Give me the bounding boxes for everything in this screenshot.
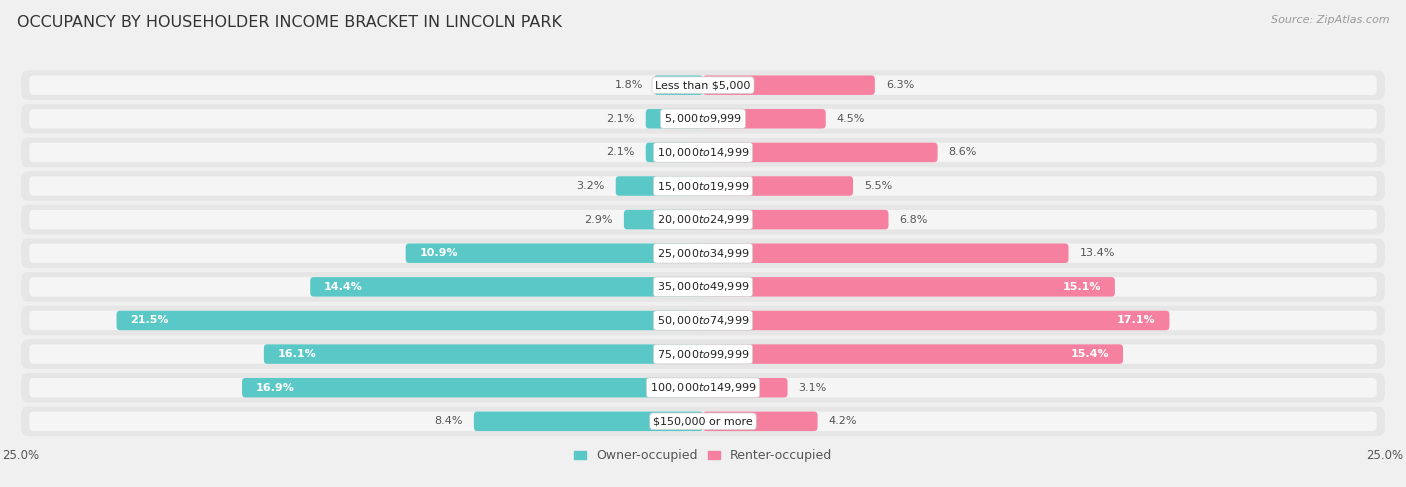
Legend: Owner-occupied, Renter-occupied: Owner-occupied, Renter-occupied <box>568 444 838 468</box>
FancyBboxPatch shape <box>624 210 703 229</box>
FancyBboxPatch shape <box>21 104 1385 133</box>
Text: $10,000 to $14,999: $10,000 to $14,999 <box>657 146 749 159</box>
Text: 2.1%: 2.1% <box>606 114 636 124</box>
Text: 5.5%: 5.5% <box>863 181 893 191</box>
FancyBboxPatch shape <box>703 244 1069 263</box>
FancyBboxPatch shape <box>21 239 1385 268</box>
Text: 3.2%: 3.2% <box>576 181 605 191</box>
FancyBboxPatch shape <box>21 70 1385 100</box>
FancyBboxPatch shape <box>242 378 703 397</box>
Text: $150,000 or more: $150,000 or more <box>654 416 752 426</box>
Text: 2.9%: 2.9% <box>585 215 613 225</box>
Text: 8.6%: 8.6% <box>949 148 977 157</box>
FancyBboxPatch shape <box>21 339 1385 369</box>
FancyBboxPatch shape <box>703 109 825 129</box>
FancyBboxPatch shape <box>21 138 1385 167</box>
FancyBboxPatch shape <box>30 210 1376 229</box>
Text: $100,000 to $149,999: $100,000 to $149,999 <box>650 381 756 394</box>
Text: $15,000 to $19,999: $15,000 to $19,999 <box>657 180 749 192</box>
Text: $5,000 to $9,999: $5,000 to $9,999 <box>664 112 742 125</box>
FancyBboxPatch shape <box>703 176 853 196</box>
Text: Source: ZipAtlas.com: Source: ZipAtlas.com <box>1271 15 1389 25</box>
Text: 6.3%: 6.3% <box>886 80 914 90</box>
FancyBboxPatch shape <box>30 311 1376 330</box>
FancyBboxPatch shape <box>703 277 1115 297</box>
FancyBboxPatch shape <box>703 143 938 162</box>
Text: 8.4%: 8.4% <box>434 416 463 426</box>
Text: $75,000 to $99,999: $75,000 to $99,999 <box>657 348 749 360</box>
Text: 16.1%: 16.1% <box>277 349 316 359</box>
FancyBboxPatch shape <box>703 344 1123 364</box>
FancyBboxPatch shape <box>30 75 1376 95</box>
FancyBboxPatch shape <box>311 277 703 297</box>
Text: 4.2%: 4.2% <box>828 416 858 426</box>
Text: 21.5%: 21.5% <box>131 316 169 325</box>
Text: $25,000 to $34,999: $25,000 to $34,999 <box>657 247 749 260</box>
FancyBboxPatch shape <box>703 412 817 431</box>
FancyBboxPatch shape <box>645 109 703 129</box>
Text: 17.1%: 17.1% <box>1118 316 1156 325</box>
FancyBboxPatch shape <box>30 176 1376 196</box>
FancyBboxPatch shape <box>30 277 1376 297</box>
Text: $20,000 to $24,999: $20,000 to $24,999 <box>657 213 749 226</box>
FancyBboxPatch shape <box>30 378 1376 397</box>
FancyBboxPatch shape <box>117 311 703 330</box>
FancyBboxPatch shape <box>703 378 787 397</box>
FancyBboxPatch shape <box>30 143 1376 162</box>
FancyBboxPatch shape <box>30 109 1376 129</box>
FancyBboxPatch shape <box>474 412 703 431</box>
FancyBboxPatch shape <box>406 244 703 263</box>
FancyBboxPatch shape <box>30 412 1376 431</box>
FancyBboxPatch shape <box>703 210 889 229</box>
Text: 1.8%: 1.8% <box>614 80 643 90</box>
FancyBboxPatch shape <box>21 407 1385 436</box>
Text: 14.4%: 14.4% <box>323 282 363 292</box>
Text: 15.1%: 15.1% <box>1063 282 1101 292</box>
FancyBboxPatch shape <box>30 344 1376 364</box>
FancyBboxPatch shape <box>21 373 1385 402</box>
FancyBboxPatch shape <box>703 75 875 95</box>
FancyBboxPatch shape <box>703 311 1170 330</box>
Text: 3.1%: 3.1% <box>799 383 827 393</box>
FancyBboxPatch shape <box>21 306 1385 335</box>
Text: $35,000 to $49,999: $35,000 to $49,999 <box>657 281 749 293</box>
FancyBboxPatch shape <box>654 75 703 95</box>
Text: 4.5%: 4.5% <box>837 114 865 124</box>
Text: 10.9%: 10.9% <box>419 248 458 258</box>
Text: 13.4%: 13.4% <box>1080 248 1115 258</box>
Text: 2.1%: 2.1% <box>606 148 636 157</box>
FancyBboxPatch shape <box>21 272 1385 301</box>
FancyBboxPatch shape <box>21 205 1385 234</box>
FancyBboxPatch shape <box>30 244 1376 263</box>
Text: $50,000 to $74,999: $50,000 to $74,999 <box>657 314 749 327</box>
Text: 6.8%: 6.8% <box>900 215 928 225</box>
Text: 16.9%: 16.9% <box>256 383 294 393</box>
FancyBboxPatch shape <box>645 143 703 162</box>
Text: 15.4%: 15.4% <box>1071 349 1109 359</box>
FancyBboxPatch shape <box>616 176 703 196</box>
FancyBboxPatch shape <box>21 171 1385 201</box>
FancyBboxPatch shape <box>264 344 703 364</box>
Text: Less than $5,000: Less than $5,000 <box>655 80 751 90</box>
Text: OCCUPANCY BY HOUSEHOLDER INCOME BRACKET IN LINCOLN PARK: OCCUPANCY BY HOUSEHOLDER INCOME BRACKET … <box>17 15 562 30</box>
